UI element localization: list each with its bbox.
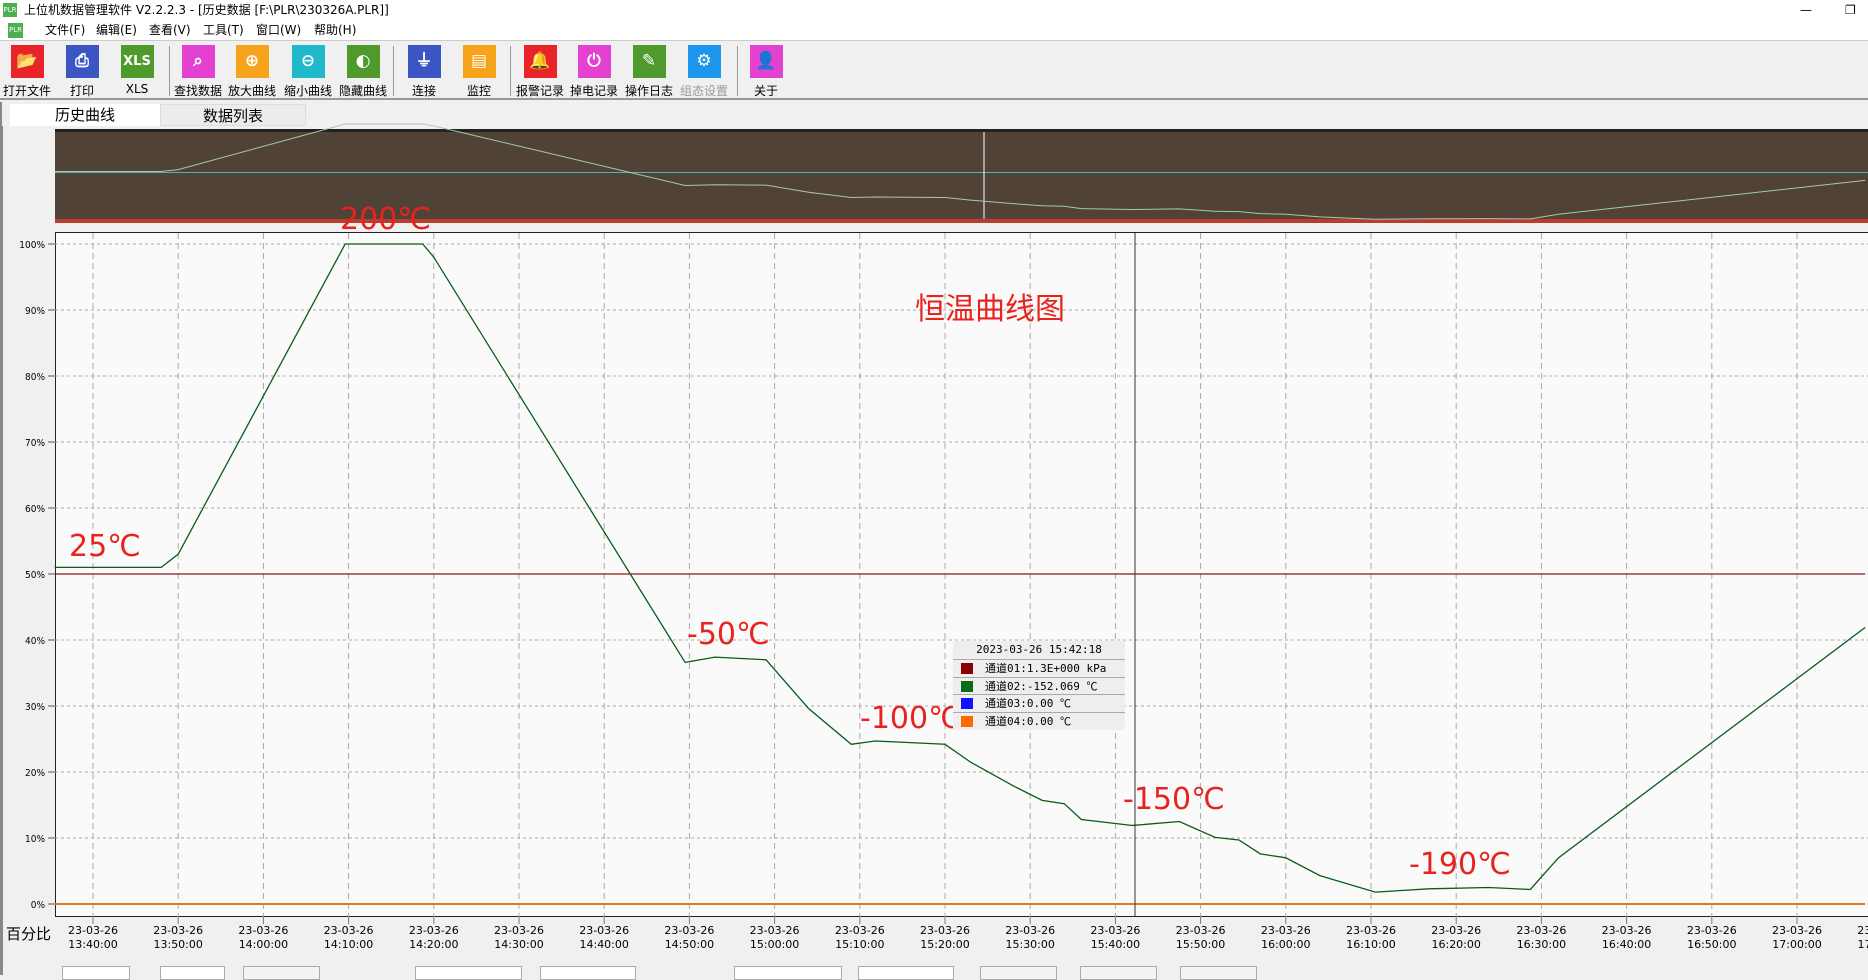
x-tick-label: 13:40:00	[68, 938, 117, 951]
x-tick-date: 23-03-26	[835, 924, 885, 937]
x-tick-date: 23-03-26	[750, 924, 800, 937]
x-tick-date: 23-03-26	[1261, 924, 1311, 937]
tooltip-row-ch03: 通道03:0.00 ℃	[953, 694, 1125, 712]
x-tick-date: 23-03-26	[1516, 924, 1566, 937]
x-tick-label: 16:00:00	[1261, 938, 1310, 951]
tooltip-value: 通道04:0.00 ℃	[985, 715, 1071, 728]
y-tick-label: 90%	[25, 306, 45, 317]
x-tick-label: 17:00:00	[1772, 938, 1821, 951]
x-tick-date: 23-03-26	[1090, 924, 1140, 937]
x-tick-date: 23-03-26	[68, 924, 118, 937]
y-tick-label: 30%	[25, 702, 45, 713]
tooltip-value: 通道01:1.3E+000 kPa	[985, 662, 1106, 675]
y-tick-label: 80%	[25, 372, 45, 383]
color-swatch-icon	[961, 716, 973, 727]
x-tick-label: 15:00:00	[750, 938, 799, 951]
x-tick-label: 14:50:00	[665, 938, 714, 951]
x-tick-date: 23-03-26	[664, 924, 714, 937]
x-tick-date: 23-03-26	[494, 924, 544, 937]
x-tick-date: 23-03-26	[1857, 924, 1868, 937]
y-tick-label: 20%	[25, 768, 45, 779]
bottom-select[interactable]	[415, 966, 522, 980]
y-tick-label: 50%	[25, 570, 45, 581]
bottom-select[interactable]	[734, 966, 842, 980]
y-tick-label: 0%	[31, 900, 46, 911]
tooltip-row-ch02: 通道02:-152.069 ℃	[953, 677, 1125, 695]
x-tick-label: 15:40:00	[1091, 938, 1140, 951]
annotation-minus50c: -50℃	[687, 620, 770, 650]
annotation-minus100c: -100℃	[860, 704, 962, 734]
annotation-25c: 25℃	[69, 532, 141, 562]
x-tick-label: 14:20:00	[409, 938, 458, 951]
x-tick-date: 23-03-26	[409, 924, 459, 937]
bottom-button[interactable]	[1080, 966, 1157, 980]
x-tick-label: 16:30:00	[1517, 938, 1566, 951]
x-tick-date: 23-03-26	[1176, 924, 1226, 937]
x-tick-date: 23-03-26	[1687, 924, 1737, 937]
x-tick-date: 23-03-26	[1346, 924, 1396, 937]
x-tick-date: 23-03-26	[153, 924, 203, 937]
color-swatch-icon	[961, 681, 973, 692]
x-tick-label: 16:10:00	[1346, 938, 1395, 951]
overview-series-channel02-line	[55, 124, 1866, 219]
annotation-minus190c: -190℃	[1409, 850, 1511, 880]
cursor-tooltip: 2023-03-26 15:42:18 通道01:1.3E+000 kPa 通道…	[953, 641, 1125, 730]
x-tick-label: 16:40:00	[1602, 938, 1651, 951]
bottom-spinner[interactable]	[858, 966, 954, 980]
bottom-control[interactable]	[62, 966, 130, 980]
bottom-control[interactable]	[160, 966, 225, 980]
tooltip-row-ch04: 通道04:0.00 ℃	[953, 712, 1125, 730]
x-tick-label: 14:40:00	[579, 938, 628, 951]
bottom-button[interactable]	[243, 966, 320, 980]
x-tick-date: 23-03-26	[238, 924, 288, 937]
x-tick-label: 16:20:00	[1431, 938, 1480, 951]
bottom-button[interactable]	[980, 966, 1057, 980]
x-tick-date: 23-03-26	[1602, 924, 1652, 937]
x-tick-label: 14:00:00	[239, 938, 288, 951]
x-tick-label: 15:10:00	[835, 938, 884, 951]
x-tick-label: 15:30:00	[1005, 938, 1054, 951]
y-tick-label: 70%	[25, 438, 45, 449]
annotation-minus150c: -150℃	[1123, 785, 1225, 815]
y-tick-label: 60%	[25, 504, 45, 515]
tooltip-value: 通道02:-152.069 ℃	[985, 680, 1097, 693]
x-tick-date: 23-03-26	[579, 924, 629, 937]
tooltip-time: 2023-03-26 15:42:18	[953, 641, 1125, 659]
x-tick-date: 23-03-26	[1005, 924, 1055, 937]
tooltip-row-ch01: 通道01:1.3E+000 kPa	[953, 659, 1125, 677]
color-swatch-icon	[961, 663, 973, 674]
x-tick-label: 13:50:00	[153, 938, 202, 951]
y-tick-label: 10%	[25, 834, 45, 845]
x-tick-date: 23-03-26	[1431, 924, 1481, 937]
tooltip-value: 通道03:0.00 ℃	[985, 697, 1071, 710]
color-swatch-icon	[961, 698, 973, 709]
x-tick-label: 14:10:00	[324, 938, 373, 951]
x-tick-date: 23-03-26	[1772, 924, 1822, 937]
x-tick-date: 23-03-26	[324, 924, 374, 937]
series-channel02-line	[55, 244, 1866, 892]
x-tick-label: 15:50:00	[1176, 938, 1225, 951]
bottom-spinner[interactable]	[540, 966, 636, 980]
chart-title: 恒温曲线图	[915, 295, 1065, 325]
y-axis-unit: 百分比	[6, 923, 51, 944]
x-tick-label: 15:20:00	[920, 938, 969, 951]
x-tick-label: 14:30:00	[494, 938, 543, 951]
y-tick-label: 40%	[25, 636, 45, 647]
x-tick-label: 17:10:00	[1857, 938, 1868, 951]
x-tick-label: 16:50:00	[1687, 938, 1736, 951]
y-tick-label: 100%	[19, 240, 45, 251]
x-tick-date: 23-03-26	[920, 924, 970, 937]
annotation-200c: 200℃	[340, 205, 431, 235]
bottom-button[interactable]	[1180, 966, 1257, 980]
